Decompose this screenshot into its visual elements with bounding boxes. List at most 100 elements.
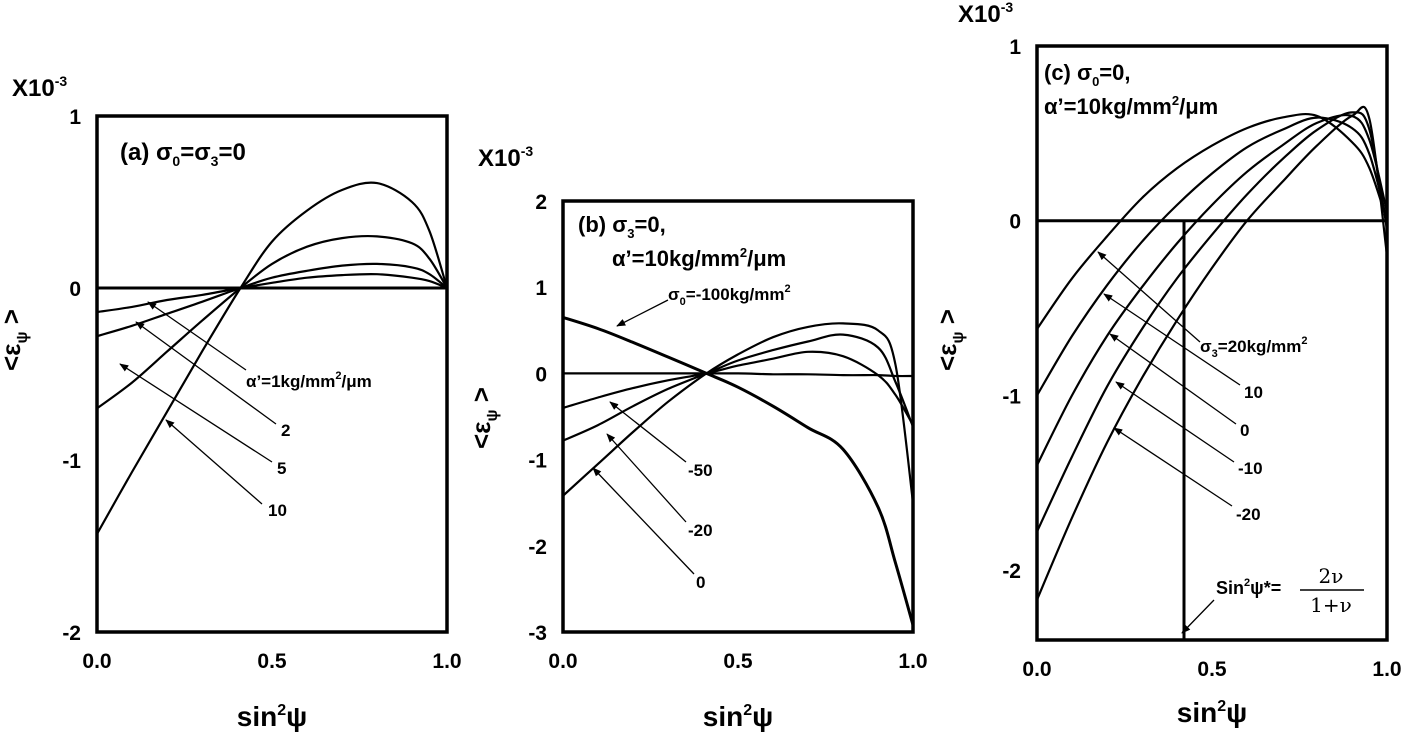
leader-arrow-sigma0-20 <box>606 433 687 523</box>
leader-arrow-sigma3-10 <box>1103 293 1241 386</box>
leader-arrow-alpha-2 <box>135 321 277 425</box>
panel-a: 0.0 0.5 1.010-1-2 X10-3 (a) σ0=σ3=0 α’=1kg… <box>0 73 462 732</box>
panel-b-ylabel: <εψ > <box>466 387 501 449</box>
annotation-sigma3-neg10: -10 <box>1238 459 1263 478</box>
panel-c-xtick-label: 0.0 <box>1022 658 1051 681</box>
panel-a-series-3 <box>97 234 447 410</box>
panel-c-ylabel: <εψ > <box>932 309 967 371</box>
panel-c-series-3 <box>1037 111 1387 533</box>
panel-c-xlabel: sin2ψ <box>1177 697 1247 728</box>
panel-a-xtick-label: 1.0 <box>432 650 461 673</box>
panel-c-ticks: 0.0 0.5 1.010-1-2 <box>1002 36 1401 681</box>
panel-c-xtick-label: 0.5 <box>1197 658 1227 681</box>
leader-arrow-sigma0-50 <box>609 401 687 463</box>
annotation-sigma3-20: σ3=20kg/mm2 <box>1200 335 1308 360</box>
panel-b-ytick-label: 0 <box>535 363 547 386</box>
panel-a-series-2 <box>97 262 447 338</box>
panel-b-curves <box>563 315 913 626</box>
panel-c-ytick-label: -2 <box>1002 560 1021 583</box>
panel-b-title2: α’=10kg/mm2/μm <box>612 245 786 271</box>
panel-b-ytick-label: 2 <box>535 191 547 214</box>
panel-c-series-4 <box>1037 105 1387 601</box>
panel-c-frame <box>1035 44 1389 642</box>
leader-arrow-sigma0-0 <box>592 467 695 575</box>
panel-b-xtick-label: 0.5 <box>723 650 753 673</box>
panel-a-curves <box>97 181 447 535</box>
panel-b-ytick-label: -1 <box>528 450 547 473</box>
panel-b-series-2 <box>563 350 913 426</box>
panel-b-ytick-label: -3 <box>528 622 547 645</box>
formula-denominator: 1+ν <box>1310 593 1352 617</box>
panel-a-axis-frame <box>95 114 449 634</box>
panel-a-ytick-label: 1 <box>69 106 81 129</box>
annotation-alpha-1: α’=1kg/mm2/μm <box>246 370 372 391</box>
panel-a-ylabel: <εψ > <box>0 309 31 371</box>
panel-a-xtick-label: 0.5 <box>257 650 287 673</box>
panel-a-ytick-label: -1 <box>62 450 81 473</box>
leader-arrow-alpha-5 <box>119 363 273 463</box>
formula-lhs: Sin2ψ*= <box>1216 577 1281 598</box>
leader-arrow-sigma3-neg10 <box>1115 381 1235 463</box>
annotation-sigma0-100: σ0=-100kg/mm2 <box>668 283 791 308</box>
panel-b-frame <box>561 199 915 634</box>
panel-b-ytick-label: -2 <box>528 536 547 559</box>
panel-b-axis-frame <box>561 199 915 634</box>
panel-a-series-group <box>97 181 447 535</box>
panel-b-series-1 <box>563 372 913 378</box>
annotation-alpha-2: 2 <box>281 421 290 440</box>
annotation-sigma0-0: 0 <box>696 573 705 592</box>
leader-arrow-sigma3-0 <box>1109 333 1237 425</box>
formula-sin2psi-star: Sin2ψ*= 2ν 1+ν <box>1181 564 1364 634</box>
panel-b-series-0 <box>563 315 913 626</box>
panel-b-xlabel: sin2ψ <box>703 701 773 732</box>
panel-b-series-group <box>563 315 913 626</box>
panel-a-ytick-label: 0 <box>69 278 81 301</box>
panel-a-series-4 <box>97 181 447 535</box>
panel-c-title2: α’=10kg/mm2/μm <box>1044 93 1218 119</box>
panel-b-xtick-label: 1.0 <box>898 650 927 673</box>
panel-c-multiplier: X10-3 <box>958 0 1013 28</box>
panel-a-xlabel: sin2ψ <box>237 701 307 732</box>
panel-a-xtick-label: 0.0 <box>82 650 111 673</box>
panel-a-frame <box>95 114 449 634</box>
panel-b-title: (b) σ3=0, <box>578 212 666 241</box>
leader-arrow-sigma3-neg20 <box>1113 427 1233 507</box>
panel-a-title: (a) σ0=σ3=0 <box>120 139 246 169</box>
panel-c-series-2 <box>1037 113 1387 466</box>
panel-c-ytick-label: -1 <box>1002 385 1021 408</box>
panel-c-axis-frame <box>1035 44 1389 642</box>
annotation-sigma0-20: -20 <box>688 521 713 540</box>
annotation-sigma3-neg20: -20 <box>1236 505 1261 524</box>
annotation-alpha-10: 10 <box>268 501 287 520</box>
annotation-sigma3-10: 10 <box>1244 383 1263 402</box>
annotation-sigma3-0: 0 <box>1240 421 1249 440</box>
leader-arrow-sigma0-100 <box>616 299 669 327</box>
formula-arrow <box>1181 599 1215 634</box>
panel-c-series-0 <box>1037 113 1387 330</box>
panel-b: 0.0 0.5 1.0 2 1 0 -1 -2 -3 X10-3 (b) σ3=0, α’=10… <box>466 143 928 732</box>
formula-numerator: 2ν <box>1319 564 1344 588</box>
panel-b-series-3 <box>563 333 913 442</box>
panel-c-title: (c) σ0=0, <box>1044 60 1131 89</box>
panel-c-series-1 <box>1037 116 1387 396</box>
panel-b-ticks: 0.0 0.5 1.0 2 1 0 -1 -2 -3 <box>528 191 927 673</box>
panel-a-series-1 <box>97 272 447 314</box>
panel-b-ytick-label: 1 <box>535 277 547 300</box>
panel-a-multiplier: X10-3 <box>12 73 67 102</box>
panel-c-xtick-label: 1.0 <box>1372 658 1401 681</box>
panel-c-ytick-label: 1 <box>1009 36 1021 59</box>
panel-c: 0.0 0.5 1.010-1-2 X10-3 (c) σ0=0, α’=10kg/… <box>932 0 1402 728</box>
panel-b-multiplier: X10-3 <box>478 143 533 172</box>
annotation-sigma0-50: -50 <box>688 461 713 480</box>
leader-arrow-alpha-1 <box>147 301 247 371</box>
panel-b-series-4 <box>563 322 913 503</box>
leader-arrow-alpha-10 <box>165 419 263 505</box>
annotation-alpha-5: 5 <box>277 459 286 478</box>
panel-b-xtick-label: 0.0 <box>548 650 577 673</box>
panel-c-curves <box>1037 105 1387 640</box>
panel-c-series-group <box>1037 105 1387 640</box>
panel-c-ytick-label: 0 <box>1009 211 1021 234</box>
panel-a-ytick-label: -2 <box>62 622 81 645</box>
leader-arrow-sigma3-20 <box>1097 251 1201 343</box>
